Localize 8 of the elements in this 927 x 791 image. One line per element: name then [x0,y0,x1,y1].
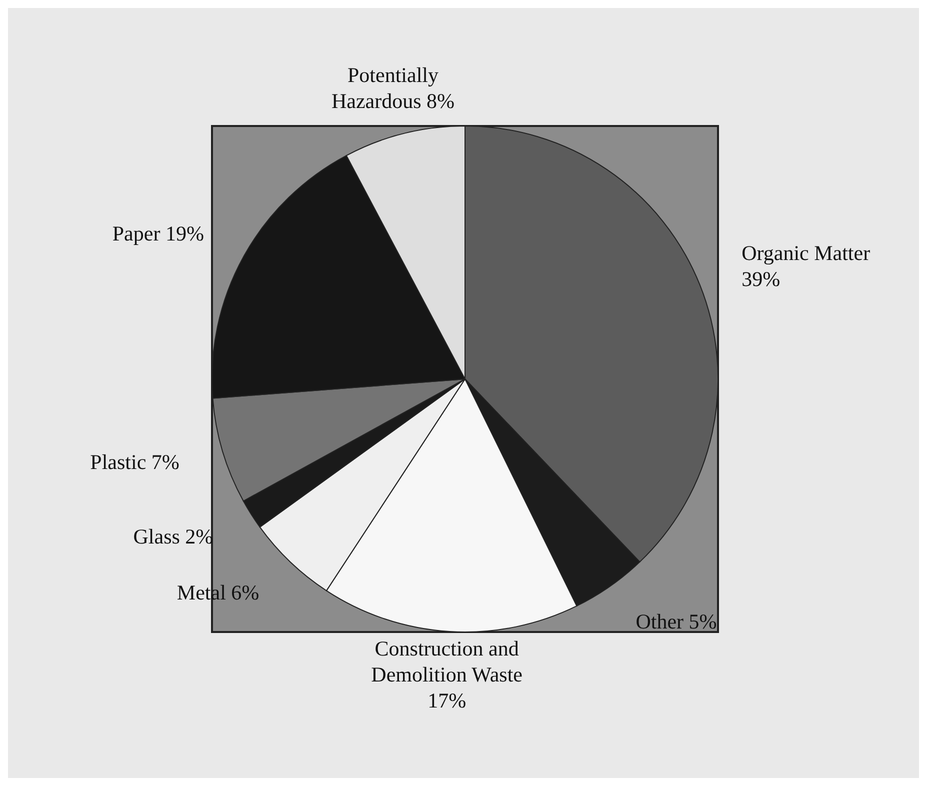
data-label: 39% [742,266,780,291]
slice-label: Construction and Demolition Waste [371,636,522,686]
slice-label: Plastic 7% [90,450,180,474]
slice-label: Organic Matter [742,240,870,265]
slice-label: Potentially Hazardous 8% [331,62,455,113]
slice-label: Other 5% [636,609,717,634]
data-label: 17% [428,688,466,712]
slice-label: Paper 19% [112,221,204,246]
